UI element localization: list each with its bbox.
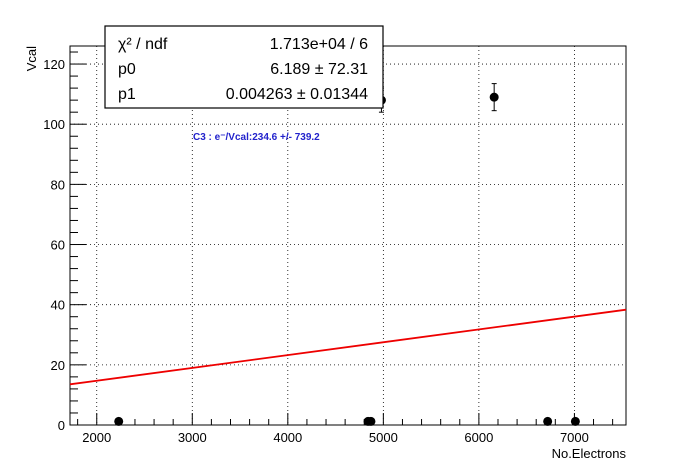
y-tick-label: 20 [51, 358, 65, 373]
x-tick-label: 3000 [178, 430, 207, 445]
y-tick-label: 100 [43, 117, 65, 132]
x-tick-label: 4000 [273, 430, 302, 445]
fit-line-group [69, 308, 627, 386]
x-tick-label: 6000 [464, 430, 493, 445]
stats-row-chi2-value: 1.713e+04 / 6 [270, 36, 368, 53]
stats-row-p1-label: p1 [118, 86, 136, 103]
y-tick-label: 120 [43, 57, 65, 72]
data-point [114, 416, 124, 426]
x-axis-title: No.Electrons [552, 446, 627, 461]
fit-annotation: C3 : e⁻/Vcal:234.6 +/- 739.2 [193, 132, 320, 143]
stats-row-p0-label: p0 [118, 61, 136, 78]
stats-row-chi2-label: χ² / ndf [118, 36, 168, 53]
y-tick-label: 60 [51, 238, 65, 253]
data-point [489, 92, 499, 102]
stats-row-p0-value: 6.189 ± 72.31 [270, 61, 368, 78]
stats-row-p1-value: 0.004263 ± 0.01344 [226, 86, 368, 103]
y-tick-label: 80 [51, 177, 65, 192]
x-tick-label: 2000 [82, 430, 111, 445]
stats-box: χ² / ndf 1.713e+04 / 6 p0 6.189 ± 72.31 … [104, 25, 384, 109]
x-tick-label: 7000 [560, 430, 589, 445]
y-tick-label: 0 [58, 418, 65, 433]
data-point [366, 416, 376, 426]
data-point [570, 416, 580, 426]
y-tick-label: 40 [51, 298, 65, 313]
fit-line [69, 308, 627, 386]
data-points [114, 83, 580, 426]
x-tick-label: 5000 [369, 430, 398, 445]
axis-ticks: 2000 3000 4000 5000 6000 7000 0 20 40 60 80 100 120 [43, 51, 614, 445]
stats-box-frame [104, 25, 384, 109]
data-point [543, 416, 553, 426]
y-axis-title: Vcal [24, 46, 39, 71]
